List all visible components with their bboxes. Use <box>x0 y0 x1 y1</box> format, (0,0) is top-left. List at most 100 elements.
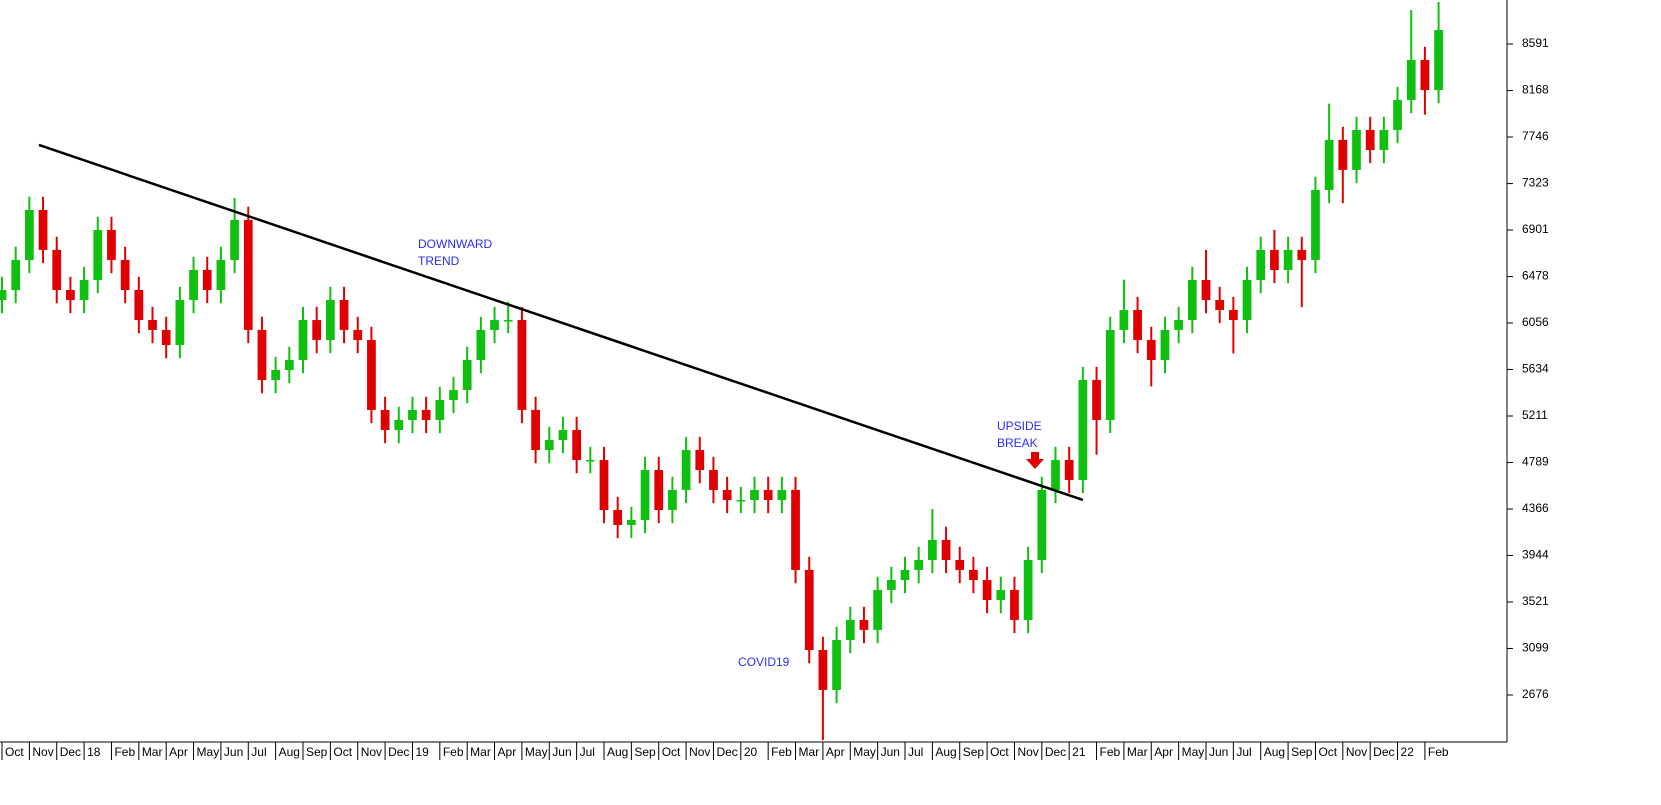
candle-body <box>435 399 445 420</box>
candle-body <box>462 359 472 391</box>
candle-body <box>585 460 595 462</box>
y-tick-label: 5634 <box>1522 362 1549 376</box>
x-tick-label: Oct <box>990 745 1009 759</box>
candle-body <box>736 499 746 502</box>
candle-body <box>1078 380 1088 480</box>
x-tick-label: May <box>525 745 548 759</box>
candle-body <box>859 619 869 630</box>
annotation: TREND <box>418 254 460 268</box>
x-tick-label: Mar <box>1127 745 1148 759</box>
x-tick-label: Aug <box>279 745 300 759</box>
candle-body <box>79 279 89 301</box>
candle-body <box>189 269 198 301</box>
candle-body <box>1023 559 1033 620</box>
x-tick-label: Sep <box>306 745 328 759</box>
candle-body <box>202 269 212 290</box>
candle-body <box>1010 590 1019 620</box>
candle-body <box>640 470 650 521</box>
candle-body <box>1242 279 1252 321</box>
y-tick-label: 7746 <box>1522 129 1549 143</box>
x-tick-label: Dec <box>1373 745 1394 759</box>
x-tick-label: Oct <box>333 745 352 759</box>
x-tick-label: Jul <box>908 745 923 759</box>
candle-body <box>873 590 883 630</box>
annotation: UPSIDE <box>997 419 1042 433</box>
candle-body <box>120 259 130 290</box>
candle-body <box>216 259 226 290</box>
x-tick-label: Feb <box>771 745 792 759</box>
candle-body <box>1051 460 1060 490</box>
x-tick-label: Jun <box>1209 745 1228 759</box>
x-tick-label: Oct <box>5 745 24 759</box>
candle-body <box>107 230 116 260</box>
candle-body <box>503 320 513 322</box>
candle-body <box>298 320 308 360</box>
break-arrow <box>1026 452 1044 469</box>
y-tick-label: 8591 <box>1522 36 1549 50</box>
y-tick-label: 8168 <box>1522 83 1549 97</box>
x-tick-label: Oct <box>1318 745 1337 759</box>
annotation: DOWNWARD <box>418 237 493 251</box>
candle-body <box>695 450 705 471</box>
candle-body <box>750 489 759 500</box>
candle-body <box>325 300 335 340</box>
candle-body <box>1311 189 1320 260</box>
x-tick-label: Sep <box>1291 745 1313 759</box>
candle-body <box>1270 249 1279 270</box>
candle-body <box>941 539 951 560</box>
x-tick-label: Dec <box>1045 745 1066 759</box>
candle-body <box>832 639 841 690</box>
candle-body <box>763 489 773 500</box>
x-tick-label: Nov <box>32 745 53 759</box>
candle-body <box>722 489 732 500</box>
y-tick-label: 4366 <box>1522 501 1549 515</box>
candle-body <box>1037 489 1047 560</box>
candle-body <box>517 320 527 410</box>
candle-body <box>1092 380 1101 420</box>
y-tick-label: 7323 <box>1522 176 1549 190</box>
candle-body <box>777 489 787 500</box>
x-tick-label: Mar <box>799 745 820 759</box>
x-tick-label: Mar <box>142 745 163 759</box>
candle-body <box>1297 249 1307 260</box>
candle-body <box>93 230 103 280</box>
candle-body <box>544 440 554 451</box>
candle-body <box>1420 59 1430 91</box>
x-tick-label: Nov <box>689 745 710 759</box>
x-tick-label: Jun <box>224 745 243 759</box>
candle-body <box>1434 30 1443 91</box>
candle-body <box>982 579 992 601</box>
candle-body <box>1064 460 1074 480</box>
trendline <box>38 143 1084 502</box>
candle-body <box>52 249 62 290</box>
x-tick-label: Jun <box>552 745 571 759</box>
candle-body <box>1105 329 1115 420</box>
candle-body <box>380 409 390 430</box>
x-tick-label: Dec <box>60 745 81 759</box>
candle-body <box>1365 129 1375 151</box>
candle-body <box>969 569 978 580</box>
candle-body <box>709 470 718 490</box>
candle-body <box>1352 129 1361 170</box>
candle-body <box>1283 249 1293 270</box>
candle-body <box>599 460 609 511</box>
candle-body <box>11 259 21 290</box>
candle-body <box>148 320 157 330</box>
y-tick-label: 3521 <box>1522 594 1549 608</box>
candle-body <box>955 559 965 570</box>
x-tick-label: Apr <box>1154 745 1173 759</box>
x-tick-label: 21 <box>1072 745 1086 759</box>
x-tick-label: Nov <box>1346 745 1367 759</box>
candle-body <box>1256 249 1266 280</box>
candle-body <box>161 329 171 346</box>
candle-body <box>230 220 239 260</box>
candle-body <box>1228 310 1238 321</box>
candle-body <box>1119 310 1129 330</box>
candle-body <box>626 520 636 525</box>
candle-body <box>886 579 896 591</box>
x-tick-label: Aug <box>1264 745 1285 759</box>
candle-body <box>1160 329 1170 360</box>
candle-body <box>394 419 404 430</box>
x-tick-label: Dec <box>716 745 737 759</box>
